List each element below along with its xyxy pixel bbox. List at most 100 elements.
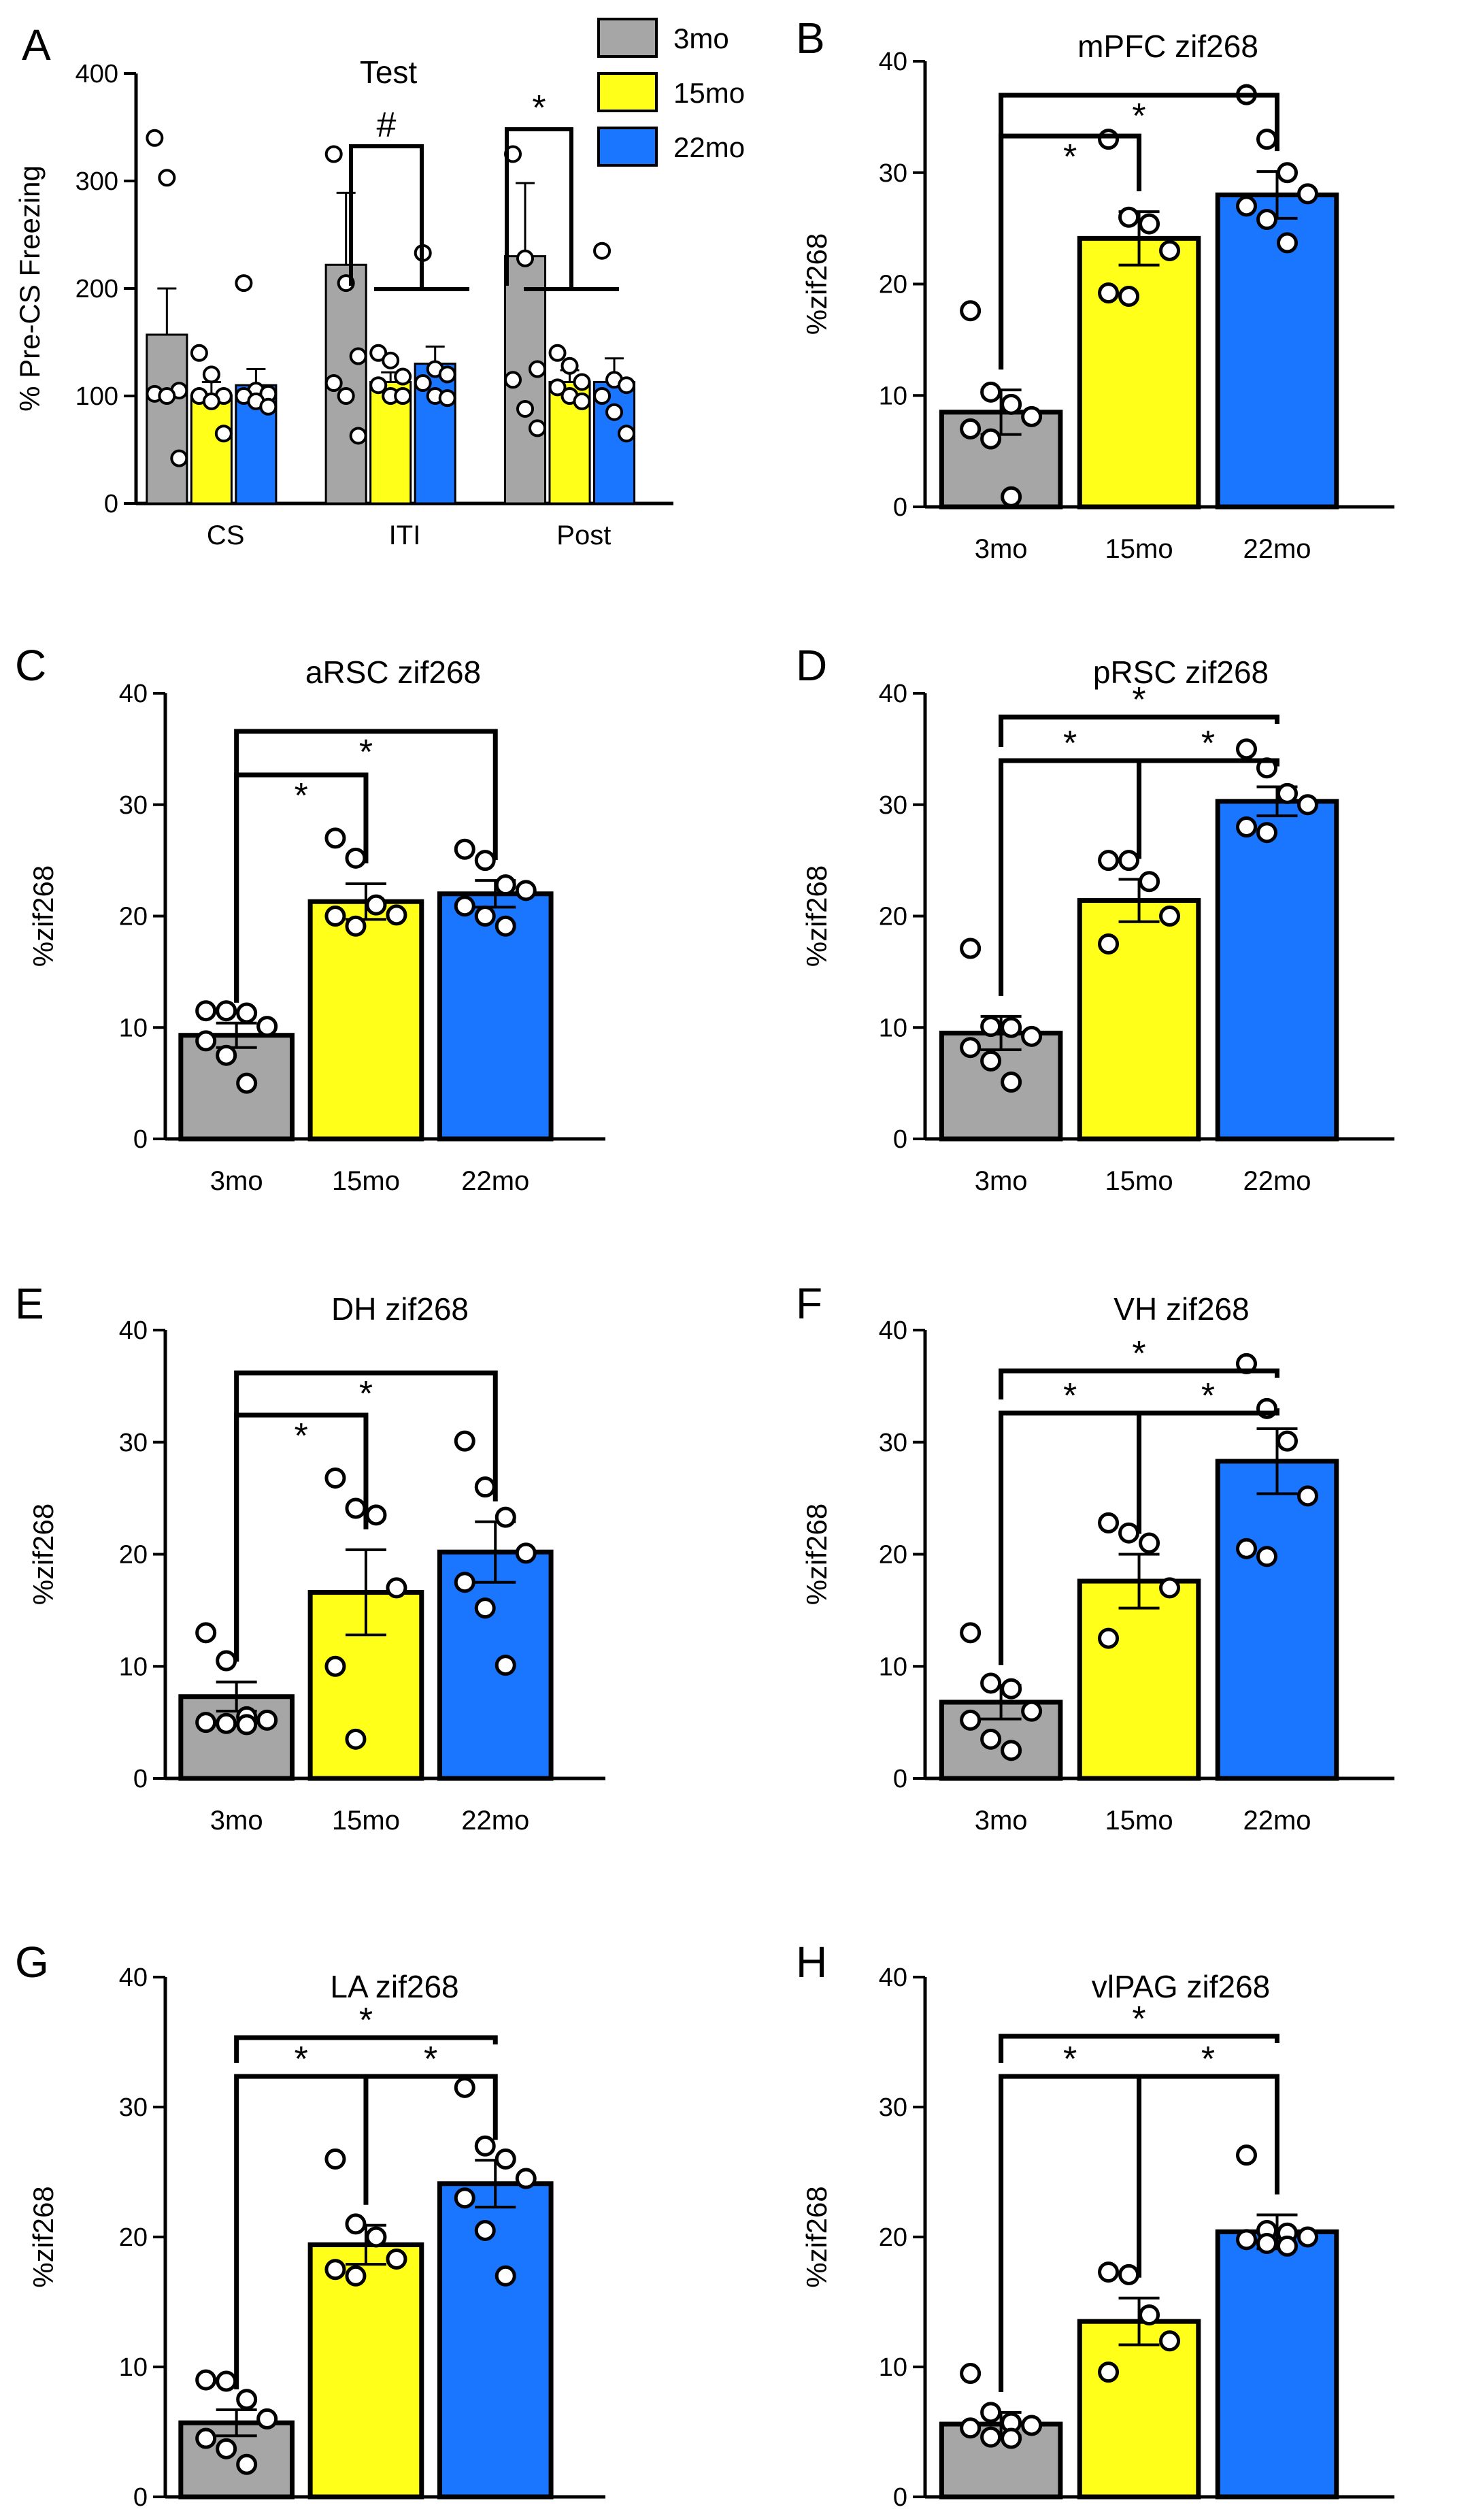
panel-e-category-label: 22mo [461, 1806, 529, 1836]
panel-a-significance-bracket [349, 144, 469, 291]
panel-b-ytick-label: 10 [879, 382, 907, 410]
panel-e-data-point [454, 1572, 475, 1593]
panel-g-data-point [216, 2438, 237, 2459]
panel-h-data-point [1139, 2304, 1160, 2326]
panel-f-ytick-label: 0 [893, 1765, 907, 1793]
panel-a-data-point [573, 373, 591, 391]
panel-b-data-point [1098, 129, 1120, 150]
panel-b-category-label: 3mo [975, 534, 1028, 564]
panel-f-ylabel: %zif268 [801, 1504, 833, 1605]
panel-e-data-point [474, 1476, 496, 1498]
panel-b-data-point [1021, 405, 1043, 427]
panel-a-data-point [170, 449, 188, 467]
panel-g-data-point [454, 2187, 475, 2209]
panel-f-data-point [960, 1709, 982, 1731]
panel-b-data-point [1001, 486, 1022, 508]
panel-d-ytick-label: 30 [879, 791, 907, 820]
panel-c-bar [437, 891, 554, 1142]
panel-f-data-point [1098, 1512, 1120, 1533]
panel-g-significance-mark: * [295, 2040, 308, 2079]
panel-h-data-point [1256, 2233, 1277, 2255]
panel-a-data-point [214, 425, 233, 443]
panel-d-ytick-label: 10 [879, 1014, 907, 1042]
panel-f-ytick-label: 40 [879, 1316, 907, 1345]
panel-d-ytick-label: 40 [879, 680, 907, 708]
panel-f-significance-bracket [999, 1368, 1279, 1399]
panel-a-data-point [190, 344, 208, 362]
panel-f-data-point [1139, 1532, 1160, 1554]
panel-f-ytick-label: 20 [879, 1541, 907, 1570]
panel-h-ytick-label: 20 [879, 2223, 907, 2252]
panel-d-bar [1215, 799, 1339, 1142]
panel-c-category-label: 3mo [210, 1166, 263, 1196]
panel-a-bar [190, 395, 233, 505]
panel-g-data-point [216, 2370, 237, 2392]
panel-d-data-point [980, 1016, 1002, 1038]
panel-e-data-point [345, 1728, 367, 1750]
panel-a-ytick-label: 100 [76, 382, 118, 411]
panel-g-data-point [386, 2248, 407, 2270]
panel-d-significance-bracket [999, 714, 1279, 747]
panel-f-significance-mark: * [1063, 1376, 1077, 1416]
panel-g-data-point [474, 2219, 496, 2241]
panel-d-data-point [1021, 1025, 1043, 1047]
panel-a-data-point [504, 371, 522, 389]
panel-c-data-point [216, 1000, 237, 1022]
panel-a-data-point [324, 374, 343, 393]
panel-f-data-point [1118, 1522, 1140, 1544]
panel-h-data-point [960, 2417, 982, 2439]
panel-a-category-label: ITI [389, 520, 421, 550]
panel-b-data-point [1118, 286, 1140, 308]
panel-a-data-point [516, 249, 535, 267]
panel-b-ytick-label: 30 [879, 159, 907, 188]
panel-c-data-point [454, 838, 475, 860]
panel-e-significance-mark: * [295, 1416, 308, 1456]
panel-a-data-point [548, 378, 567, 397]
panel-h-letter: H [796, 1938, 827, 1987]
panel-f-category-label: 22mo [1243, 1806, 1311, 1836]
legend-swatch-22mo [597, 127, 658, 167]
panel-g-bar [307, 2242, 424, 2500]
panel-f-ytick-label: 30 [879, 1429, 907, 1457]
panel-d-data-point [1001, 1071, 1022, 1093]
panel-d-significance-mark: * [1063, 724, 1077, 763]
panel-g-data-point [474, 2135, 496, 2157]
panel-d-ytick-label: 0 [893, 1125, 907, 1154]
panel-g-ytick-label: 0 [133, 2483, 148, 2512]
panel-d-data-point [1118, 850, 1140, 872]
panel-b-title: mPFC zif268 [1077, 29, 1258, 64]
panel-e-data-point [345, 1497, 367, 1519]
panel-f-data-point [980, 1728, 1002, 1750]
legend-label-15mo: 15mo [673, 77, 745, 109]
panel-a-ylabel: % Pre-CS Freezing [14, 165, 46, 412]
panel-d-significance-mark: * [1132, 680, 1145, 720]
panel-h-bar [1215, 2229, 1339, 2500]
panel-h-data-point [1159, 2330, 1181, 2352]
panel-h-data-point [1297, 2226, 1318, 2248]
panel-b-category-label: 22mo [1243, 534, 1311, 564]
panel-e-ytick-label: 0 [133, 1765, 148, 1793]
panel-c-data-point [365, 894, 387, 916]
panel-e-data-point [495, 1655, 516, 1676]
panel-b-data-point [960, 300, 982, 322]
panel-h-data-point [1001, 2427, 1022, 2449]
panel-g-data-point [195, 2369, 217, 2391]
panel-e-data-point [216, 1650, 237, 1672]
panel-c-category-label: 15mo [332, 1166, 400, 1196]
panel-f-data-point [980, 1672, 1002, 1694]
panel-b-significance-mark: * [1132, 97, 1145, 136]
panel-g-data-point [495, 2148, 516, 2170]
panel-b-data-point [1277, 232, 1298, 254]
panel-g-ytick-label: 20 [119, 2223, 148, 2252]
panel-e-title: DH zif268 [331, 1291, 469, 1327]
panel-g-data-point [195, 2427, 217, 2449]
panel-d-data-point [980, 1050, 1002, 1072]
panel-b-data-point [1139, 213, 1160, 235]
panel-h-data-point [1277, 2235, 1298, 2257]
panel-c-bar [178, 1033, 295, 1142]
panel-h-significance-mark: * [1063, 2040, 1077, 2079]
panel-d-bar [1077, 898, 1201, 1142]
panel-c-ytick-label: 30 [119, 791, 148, 820]
